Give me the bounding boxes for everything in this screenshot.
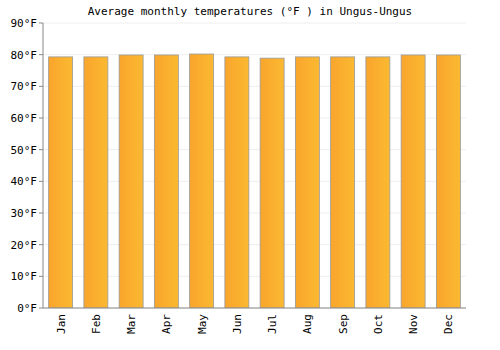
y-tick-label: 0°F (17, 302, 37, 315)
y-tick (39, 213, 43, 214)
x-tick-label: Mar (125, 314, 138, 334)
bar (84, 57, 108, 308)
bar (436, 55, 460, 308)
grid-line (43, 23, 466, 24)
y-tick (39, 86, 43, 87)
y-axis (43, 23, 44, 308)
y-tick-label: 60°F (11, 112, 38, 125)
y-tick (39, 308, 43, 309)
x-tick-label: Oct (372, 314, 385, 334)
y-tick-label: 20°F (11, 239, 38, 252)
x-tick-label: Feb (90, 314, 103, 334)
x-tick-label: Sep (337, 314, 350, 334)
y-tick-label: 40°F (11, 175, 38, 188)
x-tick-label: Jan (55, 314, 68, 334)
bars (49, 54, 461, 308)
bar (401, 55, 425, 308)
bar (366, 57, 390, 308)
y-tick-label: 30°F (11, 207, 38, 220)
chart-container: Average monthly temperatures (°F ) in Un… (0, 0, 500, 350)
y-tick (39, 244, 43, 245)
chart-svg: Average monthly temperatures (°F ) in Un… (0, 0, 500, 350)
y-tick-label: 50°F (11, 144, 38, 157)
x-tick-label: Apr (160, 314, 173, 334)
y-tick (39, 54, 43, 55)
x-tick-label: Aug (301, 314, 314, 334)
y-tick (39, 276, 43, 277)
x-tick-label: Jun (231, 314, 244, 334)
bar (260, 58, 284, 308)
bar (49, 57, 73, 308)
y-tick (39, 23, 43, 24)
y-tick-label: 10°F (11, 270, 38, 283)
y-tick (39, 118, 43, 119)
x-tick-label: Jul (266, 314, 279, 334)
bar (225, 57, 249, 308)
bar (154, 55, 178, 308)
x-axis (43, 308, 466, 309)
x-tick-label: Dec (442, 314, 455, 334)
y-tick-label: 70°F (11, 80, 38, 93)
y-tick (39, 181, 43, 182)
bar (295, 57, 319, 308)
bar (331, 57, 355, 308)
bar (190, 54, 214, 308)
bar (119, 55, 143, 308)
y-tick (39, 149, 43, 150)
y-tick-label: 90°F (11, 17, 38, 30)
y-tick-label: 80°F (11, 49, 38, 62)
x-tick-label: Nov (407, 314, 420, 334)
title: Average monthly temperatures (°F ) in Un… (88, 5, 413, 18)
x-tick-label: May (196, 314, 209, 334)
grid-line (43, 308, 466, 309)
